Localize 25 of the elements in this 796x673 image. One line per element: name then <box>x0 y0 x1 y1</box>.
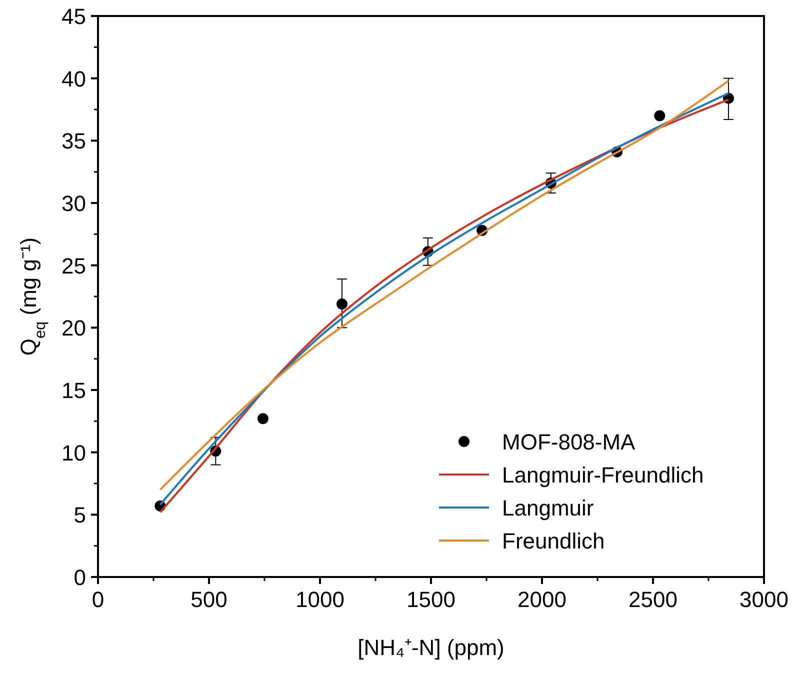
legend-label: Freundlich <box>502 528 605 554</box>
y-tick-label: 25 <box>62 253 86 278</box>
x-tick-label: 2500 <box>628 587 678 612</box>
legend-label: Langmuir-Freundlich <box>502 462 704 488</box>
x-tick-label: 3000 <box>740 587 788 612</box>
point <box>654 110 666 122</box>
y-tick-label: 20 <box>62 316 86 341</box>
y-tick-label: 35 <box>62 128 86 154</box>
x-tick-label: 500 <box>190 587 228 612</box>
x-tick-label: 1500 <box>406 587 456 612</box>
y-tick-label: 0 <box>74 565 86 590</box>
y-tick-label: 15 <box>62 378 86 403</box>
x-tick-label: 0 <box>92 587 104 612</box>
legend-label: Langmuir <box>502 496 594 520</box>
x-axis-title: [NH₄⁺-N] (ppm) <box>358 635 504 660</box>
point <box>257 413 268 424</box>
y-tick-label: 10 <box>62 440 86 466</box>
y-tick-label: 40 <box>62 66 86 92</box>
y-tick-label: 5 <box>74 502 86 528</box>
legend-label: MOF-808-MA <box>502 430 636 454</box>
point <box>336 298 348 310</box>
x-tick-label: 2000 <box>518 587 566 612</box>
y-tick-label: 30 <box>62 191 86 216</box>
y-tick-label: 45 <box>62 4 86 29</box>
x-tick-label: 1000 <box>296 587 344 612</box>
